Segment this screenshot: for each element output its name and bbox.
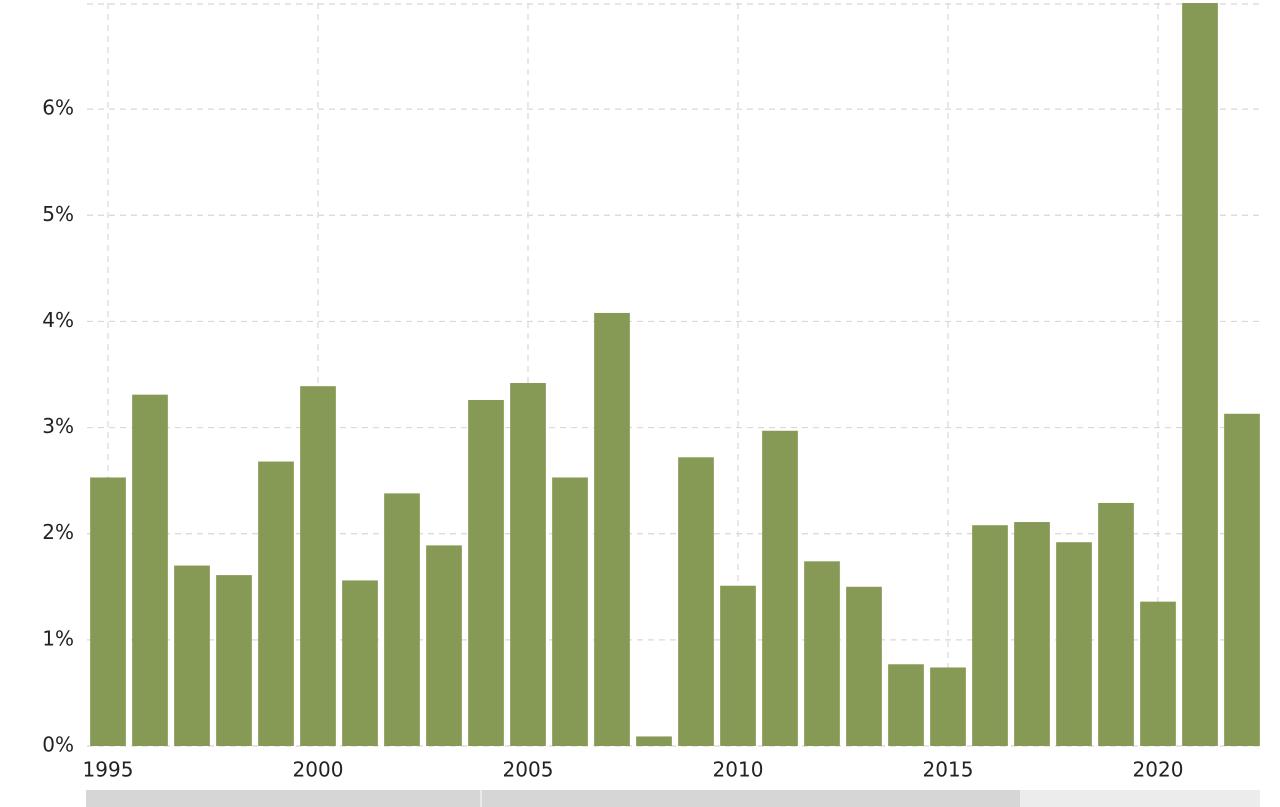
y-tick-label: 0%	[42, 733, 74, 757]
bar	[1056, 542, 1092, 746]
bar	[804, 561, 840, 746]
bar	[1182, 3, 1218, 746]
x-tick-label: 2020	[1133, 758, 1184, 782]
bar	[972, 525, 1008, 746]
y-tick-label: 6%	[42, 96, 74, 120]
navigator-range[interactable]	[1020, 790, 1260, 807]
bar	[1140, 601, 1176, 746]
bar	[1224, 413, 1260, 746]
bar	[678, 457, 714, 746]
bar	[636, 736, 672, 746]
x-tick-label: 2000	[293, 758, 344, 782]
bar	[930, 667, 966, 746]
bar	[1014, 522, 1050, 746]
x-tick-label: 2015	[923, 758, 974, 782]
bar	[216, 575, 252, 746]
bar	[258, 461, 294, 746]
bar	[720, 585, 756, 746]
bar	[132, 394, 168, 746]
bar	[762, 430, 798, 746]
bar	[342, 580, 378, 746]
bar	[90, 477, 126, 746]
bar	[1098, 502, 1134, 746]
navigator[interactable]	[86, 790, 1260, 807]
y-tick-label: 5%	[42, 202, 74, 226]
bars	[90, 3, 1260, 746]
x-tick-label: 2005	[503, 758, 554, 782]
y-tick-label: 1%	[42, 626, 74, 650]
y-tick-label: 2%	[42, 520, 74, 544]
bar	[174, 565, 210, 746]
bar	[384, 493, 420, 746]
bar	[426, 545, 462, 746]
x-tick-label: 2010	[713, 758, 764, 782]
bar	[888, 664, 924, 746]
bar	[594, 312, 630, 746]
labels: 0% 1% 2% 3% 4% 5% 6% 1995 2000 2005 2010 2015 2020	[42, 96, 1183, 782]
bar	[846, 586, 882, 746]
bar	[510, 382, 546, 746]
bar	[552, 477, 588, 746]
bar	[300, 386, 336, 746]
bar	[468, 399, 504, 746]
y-tick-label: 4%	[42, 308, 74, 332]
y-tick-label: 3%	[42, 414, 74, 438]
x-tick-label: 1995	[83, 758, 134, 782]
